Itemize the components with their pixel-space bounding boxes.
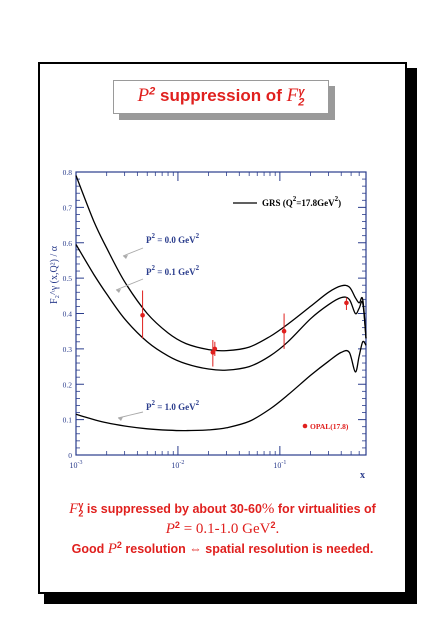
y-tick-label: 0.3 <box>63 345 73 354</box>
label-arrowhead <box>123 255 128 259</box>
x-tick-label: 10-2 <box>171 460 184 470</box>
label-arrow <box>122 247 144 257</box>
y-tick-label: 0.1 <box>63 416 73 425</box>
x-axis-label: x <box>360 470 365 481</box>
x-tick-label: 10-3 <box>70 460 83 470</box>
x-tick-label: 10-1 <box>273 460 286 470</box>
plot-frame <box>75 171 367 456</box>
title-box: P2 suppression of F2γ <box>113 80 329 114</box>
data-point <box>212 346 218 352</box>
label-p2-0-0: P2 = 0.0 GeV2 <box>146 232 200 245</box>
caption-line-3: Good P2 resolution ⇔ spatial resolution … <box>71 540 374 558</box>
caption-line-1: F2γ is suppressed by about 30-60% for vi… <box>69 500 376 519</box>
curve-p2-0-1 <box>75 244 367 371</box>
slide-frame <box>38 62 407 594</box>
curve-p2-0-0 <box>75 175 367 352</box>
label-p2-1-0: P2 = 1.0 GeV2 <box>146 399 200 412</box>
y-tick-label: 0.6 <box>63 239 73 248</box>
label-arrow <box>117 411 144 419</box>
label-arrowhead <box>116 289 121 293</box>
y-tick-label: 0.5 <box>63 274 73 283</box>
y-tick-label: 0 <box>68 451 72 460</box>
legend-label: GRS (Q2=17.8GeV2) <box>262 195 341 208</box>
y-axis-label: F₂^γ (x,Q²) / α <box>49 245 60 304</box>
data-point <box>140 312 145 318</box>
opal-legend-label: OPAL(17.8) <box>310 422 349 431</box>
label-arrowhead <box>118 417 123 421</box>
y-tick-label: 0.8 <box>63 168 73 177</box>
y-tick-label: 0.4 <box>63 310 73 319</box>
caption-line-2: P2 = 0.1-1.0 GeV2. <box>165 520 280 538</box>
slide-title: P2 suppression of F2γ <box>137 85 305 109</box>
y-tick-label: 0.7 <box>63 203 73 212</box>
y-tick-label: 0.2 <box>63 380 73 389</box>
data-point <box>281 328 287 334</box>
label-p2-0-1: P2 = 0.1 GeV2 <box>146 264 200 277</box>
label-arrow <box>115 278 144 291</box>
curve-p2-1-0 <box>75 340 367 432</box>
data-point <box>344 300 349 306</box>
data-point <box>210 350 216 355</box>
opal-legend-marker <box>302 423 308 429</box>
